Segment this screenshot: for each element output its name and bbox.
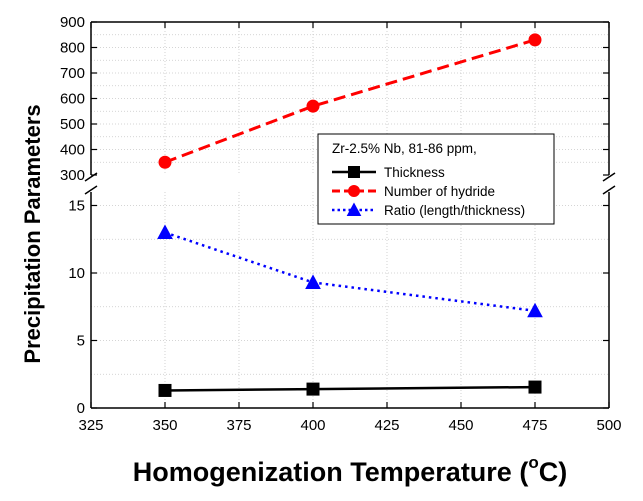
y-tick-label: 5 xyxy=(77,333,85,350)
series-number-of-hydride xyxy=(158,33,542,169)
x-tick-label: 350 xyxy=(152,417,177,434)
axis-break-mark xyxy=(602,185,616,195)
legend-marker-circle xyxy=(348,185,360,197)
y-tick-label: 15 xyxy=(68,198,85,215)
data-series xyxy=(157,33,543,397)
axis-break-mark xyxy=(84,172,98,182)
x-tick-label: 400 xyxy=(300,417,325,434)
x-tick-label: 375 xyxy=(226,417,251,434)
y-tick-label: 0 xyxy=(77,400,85,417)
y-tick-label: 700 xyxy=(60,65,85,82)
legend-title: Zr-2.5% Nb, 81-86 ppm, xyxy=(332,141,477,156)
y-tick-label: 10 xyxy=(68,265,85,282)
data-point-triangle xyxy=(305,274,321,289)
x-tick-label: 475 xyxy=(522,417,547,434)
x-axis-label: Homogenization Temperature (oC) xyxy=(133,453,567,487)
data-point-square xyxy=(528,380,542,394)
data-point-circle xyxy=(306,99,320,113)
legend-item-label: Thickness xyxy=(384,165,445,180)
data-point-triangle xyxy=(157,224,173,239)
data-point-square xyxy=(306,382,320,396)
x-axis-label-suffix: C) xyxy=(539,457,568,487)
legend-item-label: Ratio (length/thickness) xyxy=(384,203,525,218)
y-tick-label: 300 xyxy=(60,167,85,184)
data-point-circle xyxy=(158,155,172,169)
series-ratio-length-thickness xyxy=(157,224,543,318)
x-tick-label: 450 xyxy=(448,417,473,434)
legend-marker-square xyxy=(348,166,360,178)
series-line xyxy=(164,38,536,164)
data-point-square xyxy=(158,383,172,397)
y-axis-label: Precipitation Parameters xyxy=(20,104,45,363)
legend-marker-triangle xyxy=(346,202,362,216)
y-tick-label: 800 xyxy=(60,40,85,57)
x-tick-label: 425 xyxy=(374,417,399,434)
data-point-circle xyxy=(528,33,542,47)
series-line xyxy=(164,231,536,313)
x-axis-label-superscript: o xyxy=(528,453,538,472)
y-tick-label: 500 xyxy=(60,116,85,133)
y-tick-label: 900 xyxy=(60,14,85,31)
data-point-triangle xyxy=(527,302,543,318)
legend-item-label: Number of hydride xyxy=(384,184,495,199)
y-tick-label: 600 xyxy=(60,91,85,108)
x-tick-label: 500 xyxy=(596,417,621,434)
x-axis-label-main: Homogenization Temperature ( xyxy=(133,457,529,487)
x-tick-label: 325 xyxy=(78,417,103,434)
axis-break-mark xyxy=(602,172,616,182)
axis-ticks: 325 350 375 400 425 450 475 500 300 400 500 600 700 8… xyxy=(60,14,622,434)
legend: Zr-2.5% Nb, 81-86 ppm, Thickness Number of… xyxy=(317,133,555,225)
y-tick-label: 400 xyxy=(60,142,85,159)
series-line xyxy=(164,385,536,392)
axis-break-mark xyxy=(84,185,98,195)
series-thickness xyxy=(158,380,542,397)
